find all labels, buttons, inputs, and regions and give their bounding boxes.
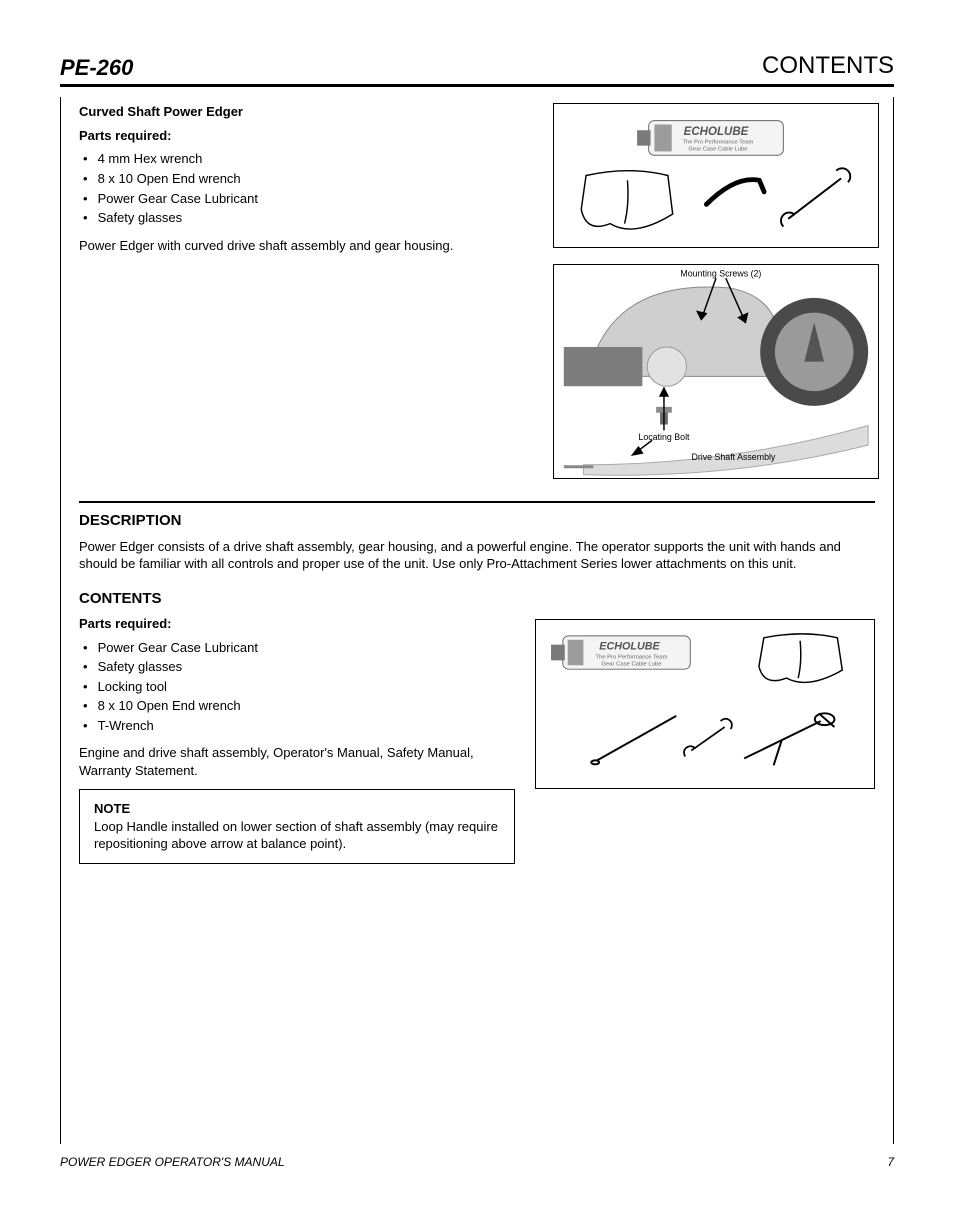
footer-page-number: 7 [887,1154,894,1170]
model-number: PE-260 [60,53,133,83]
description-heading: DESCRIPTION [79,511,875,531]
callout-mounting-screws: Mounting Screws (2) [680,269,761,279]
list-item: 8 x 10 Open End wrench [79,697,515,715]
parts-kit-illustration-1: ECHOLUBE The Pro Performance Team Gear C… [562,112,870,239]
tube-sub2: Gear Case Cable Lube [688,147,747,153]
section1-title: Curved Shaft Power Edger [79,103,525,121]
section-curved-shaft: Curved Shaft Power Edger Parts required:… [60,97,894,489]
parts-required-label: Parts required: [79,128,171,143]
edger-illustration: Mounting Screws (2) Locating Bolt Drive … [554,265,878,478]
page-footer: POWER EDGER OPERATOR'S MANUAL 7 [60,1154,894,1170]
list-item: Power Gear Case Lubricant [79,190,525,208]
tube-brand-text-2: ECHOLUBE [599,641,660,653]
callout-locating-bolt: Locating Bolt [638,433,690,443]
tube-sub1: The Pro Performance Team [683,140,754,146]
section1-text: Curved Shaft Power Edger Parts required:… [61,97,543,489]
note-text: Loop Handle installed on lower section o… [94,818,500,853]
bottom-whitespace [79,864,875,1124]
footer-left: POWER EDGER OPERATOR'S MANUAL [60,1154,285,1170]
note-box: NOTE Loop Handle installed on lower sect… [79,789,515,864]
page: PE-260 CONTENTS Curved Shaft Power Edger… [0,0,954,1200]
list-item: 8 x 10 Open End wrench [79,170,525,188]
parts-list-2: Power Gear Case Lubricant Safety glasses… [79,639,515,735]
figure-parts-kit-2: ECHOLUBE The Pro Performance Team Gear C… [535,619,875,789]
parts-list-1: 4 mm Hex wrench 8 x 10 Open End wrench P… [79,150,525,226]
section2-left: Parts required: Power Gear Case Lubrican… [79,615,515,864]
tube-sub2-2: Gear Case Cable Lube [601,661,661,667]
section2-body: Engine and drive shaft assembly, Operato… [79,744,515,779]
figure-parts-kit-1: ECHOLUBE The Pro Performance Team Gear C… [553,103,879,248]
figure-edger-assembly: Mounting Screws (2) Locating Bolt Drive … [553,264,879,479]
list-item: 4 mm Hex wrench [79,150,525,168]
callout-drive-shaft: Drive Shaft Assembly [691,452,775,462]
tube-sub1-2: The Pro Performance Team [595,654,667,660]
section-description: DESCRIPTION Power Edger consists of a dr… [60,489,894,1144]
list-item: Safety glasses [79,209,525,227]
section1-body: Power Edger with curved drive shaft asse… [79,237,525,255]
list-item: Power Gear Case Lubricant [79,639,515,657]
tube-brand-text: ECHOLUBE [684,126,749,138]
section-name: CONTENTS [762,50,894,82]
parts-required-label-2: Parts required: [79,616,171,631]
rule-divider [79,501,875,503]
list-item: T-Wrench [79,717,515,735]
parts-kit-illustration-2: ECHOLUBE The Pro Performance Team Gear C… [544,628,866,780]
page-header: PE-260 CONTENTS [60,50,894,87]
section2-figure-col: ECHOLUBE The Pro Performance Team Gear C… [535,615,875,864]
description-body: Power Edger consists of a drive shaft as… [79,538,875,573]
note-label: NOTE [94,801,130,816]
list-item: Safety glasses [79,658,515,676]
section1-figures: ECHOLUBE The Pro Performance Team Gear C… [543,97,893,489]
contents-heading: CONTENTS [79,589,875,609]
list-item: Locking tool [79,678,515,696]
